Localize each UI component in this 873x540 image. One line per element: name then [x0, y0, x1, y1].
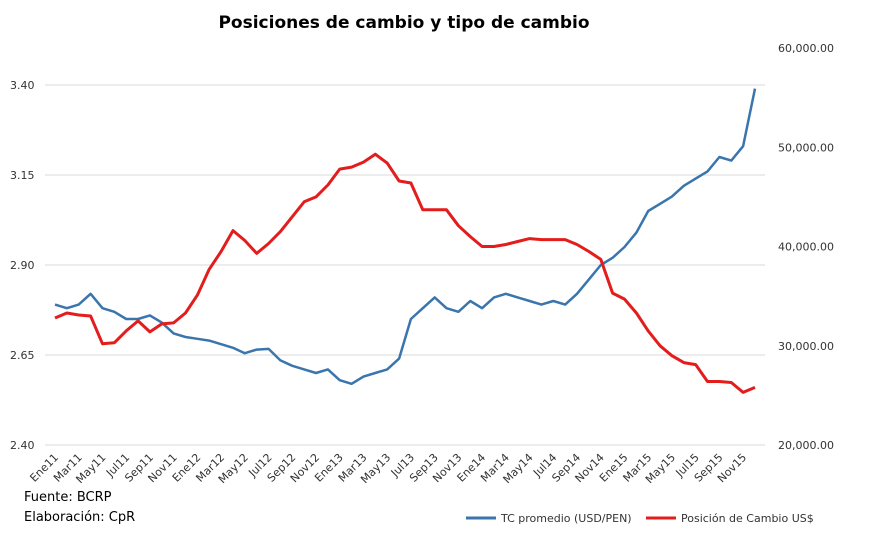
x-axis: Ene11Mar11May11Jul11Sep11Nov11Ene12Mar12… [27, 451, 749, 486]
y-right-tick-label: 20,000.00 [778, 439, 834, 452]
gridlines [45, 84, 765, 446]
y-left-tick-label: 3.15 [10, 169, 35, 182]
series-tc-promedio-line [54, 88, 757, 386]
legend-label: Posición de Cambio US$ [681, 512, 814, 525]
legend-label: TC promedio (USD/PEN) [500, 512, 632, 525]
source-note: Fuente: BCRP [24, 490, 112, 505]
y-right-tick-label: 60,000.00 [778, 42, 834, 55]
y-right-tick-label: 30,000.00 [778, 340, 834, 353]
series-posicion-cambio-line [54, 152, 756, 394]
y-right-tick-label: 50,000.00 [778, 141, 834, 154]
y-left-tick-label: 2.90 [10, 259, 35, 272]
y-right-tick-label: 40,000.00 [778, 241, 834, 254]
y-left-tick-label: 2.65 [10, 349, 35, 362]
y-left-tick-label: 3.40 [10, 79, 35, 92]
author-note: Elaboración: CpR [24, 510, 136, 525]
y-axis-right: 20,000.00 30,000.00 40,000.00 50,000.00 60,0… [778, 42, 834, 452]
y-left-tick-label: 2.40 [10, 439, 35, 452]
series-group [54, 88, 757, 394]
chart-title: Posiciones de cambio y tipo de cambio [218, 13, 589, 33]
legend: TC promedio (USD/PEN) Posición de Cambio … [466, 512, 814, 525]
y-axis-left: 2.40 2.65 2.90 3.15 3.40 [10, 79, 35, 452]
